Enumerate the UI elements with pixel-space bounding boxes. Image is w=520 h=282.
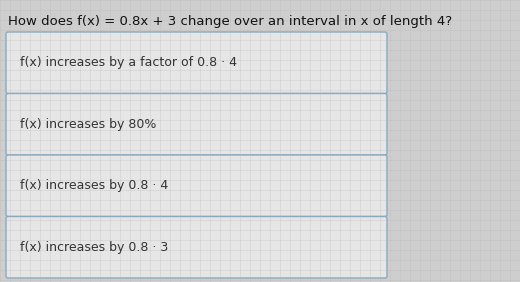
Text: f(x) increases by 0.8 · 3: f(x) increases by 0.8 · 3 (20, 241, 168, 254)
Text: How does f(x) = 0.8x + 3 change over an interval in x of length 4?: How does f(x) = 0.8x + 3 change over an … (8, 15, 452, 28)
Text: f(x) increases by 0.8 · 4: f(x) increases by 0.8 · 4 (20, 179, 168, 192)
FancyBboxPatch shape (6, 94, 387, 155)
Text: f(x) increases by a factor of 0.8 · 4: f(x) increases by a factor of 0.8 · 4 (20, 56, 237, 69)
FancyBboxPatch shape (6, 32, 387, 94)
Text: f(x) increases by 80%: f(x) increases by 80% (20, 118, 157, 131)
FancyBboxPatch shape (6, 155, 387, 217)
FancyBboxPatch shape (6, 217, 387, 278)
